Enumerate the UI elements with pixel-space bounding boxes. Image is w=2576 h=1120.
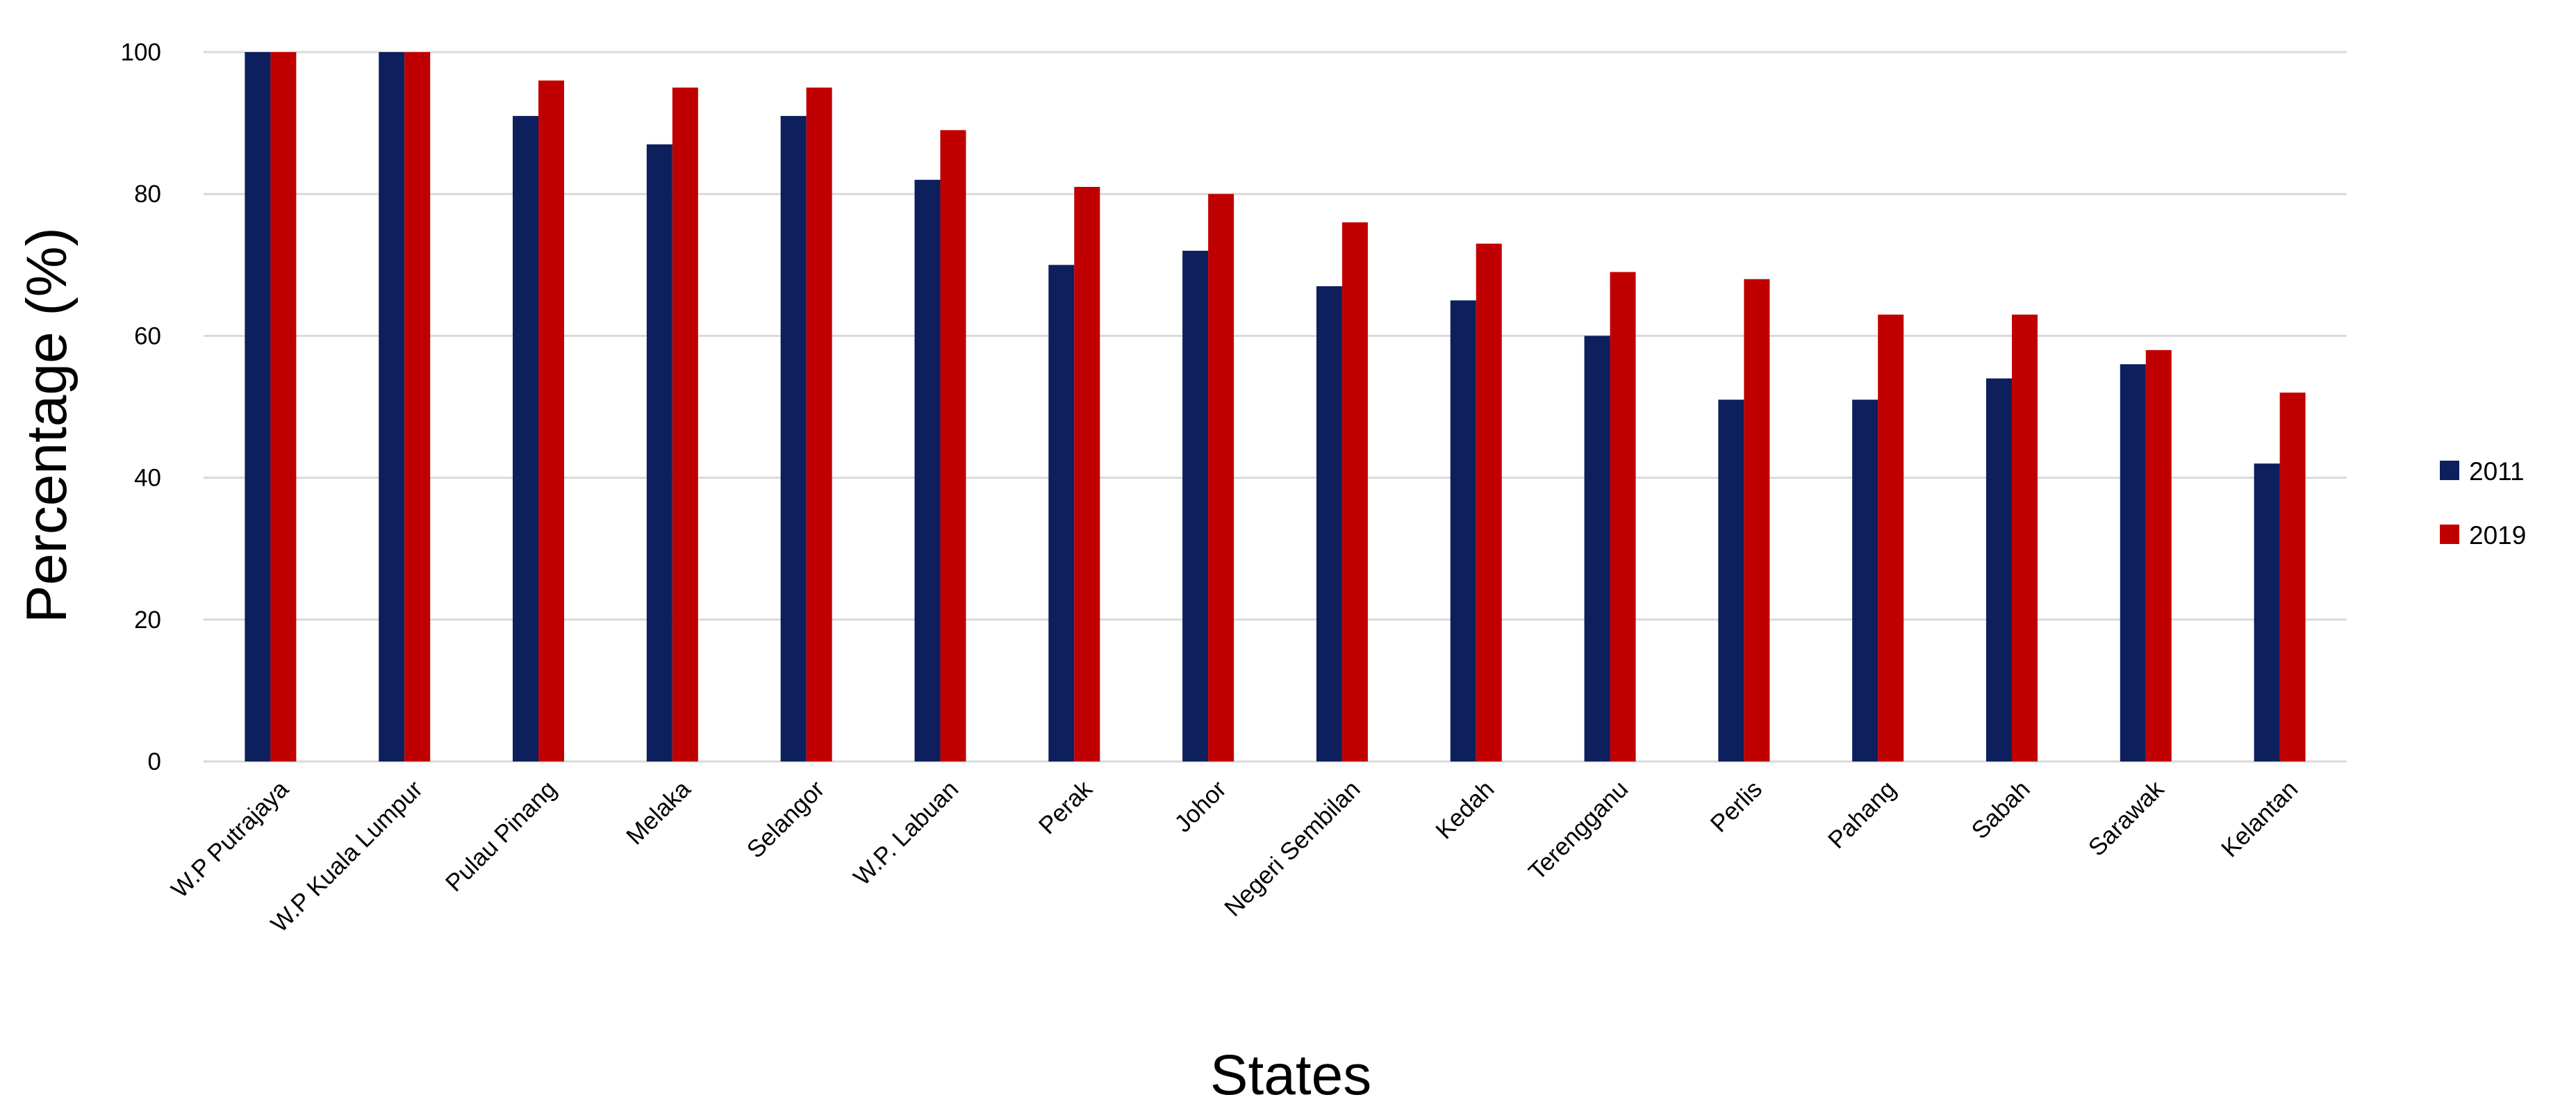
- bar-2019-perlis: [1744, 279, 1770, 762]
- y-axis-tick-labels: 0 20 40 60 80 100: [121, 39, 161, 775]
- y-tick-label: 20: [134, 607, 161, 634]
- y-tick-label: 40: [134, 465, 161, 492]
- bar-2011-melaka: [646, 144, 672, 762]
- bar-2011-w-p-putrajaya: [245, 52, 271, 761]
- bars: [245, 52, 2306, 762]
- x-category-label: Pulau Pinang: [440, 775, 562, 897]
- x-category-label: Terengganu: [1524, 775, 1633, 885]
- bar-2019-perak: [1074, 186, 1100, 761]
- bar-2019-w-p-labuan: [940, 130, 966, 761]
- bar-2011-perak: [1048, 265, 1075, 761]
- bar-2019-pahang: [1878, 314, 1904, 761]
- bar-2011-pahang: [1852, 400, 1879, 761]
- bar-2019-kelantan: [2279, 393, 2306, 761]
- bar-2011-terengganu: [1584, 336, 1610, 761]
- bar-2019-sarawak: [2145, 349, 2172, 761]
- legend-label-2019: 2019: [2469, 521, 2526, 550]
- bar-2011-w-p-kuala-lumpur: [379, 52, 405, 761]
- y-tick-label: 80: [134, 181, 161, 208]
- x-category-label: Perlis: [1706, 775, 1767, 837]
- bar-2011-negeri-sembilan: [1316, 286, 1342, 761]
- x-category-label: Negeri Sembilan: [1219, 775, 1366, 922]
- legend-swatch-2019: [2440, 525, 2459, 544]
- y-axis-title: Percentage (%): [15, 227, 79, 623]
- bar-2019-selangor: [806, 88, 832, 762]
- bar-2011-kelantan: [2254, 463, 2280, 761]
- bar-2011-pulau-pinang: [513, 115, 539, 761]
- x-category-label: Kedah: [1430, 775, 1499, 844]
- x-category-label: Perak: [1034, 775, 1098, 840]
- bar-2011-johor: [1182, 250, 1209, 761]
- bar-2011-sabah: [1985, 378, 2012, 761]
- x-category-label: Selangor: [742, 775, 830, 864]
- legend-swatch-2011: [2440, 461, 2459, 480]
- bar-2011-w-p-labuan: [914, 179, 941, 761]
- x-category-label: Pahang: [1823, 775, 1901, 854]
- y-tick-label: 0: [148, 748, 161, 775]
- x-category-label: Johor: [1169, 775, 1232, 838]
- bar-2019-kedah: [1476, 243, 1502, 761]
- bar-2019-w-p-kuala-lumpur: [404, 52, 431, 761]
- bar-2019-melaka: [672, 88, 698, 762]
- bar-2011-selangor: [780, 115, 807, 761]
- y-tick-label: 100: [121, 39, 161, 66]
- x-category-label: Sabah: [1966, 775, 2035, 844]
- bar-2011-sarawak: [2120, 364, 2146, 761]
- bar-2019-negeri-sembilan: [1341, 222, 1368, 761]
- bar-2019-pulau-pinang: [538, 80, 565, 762]
- legend-label-2011: 2011: [2469, 457, 2525, 486]
- x-category-label: W.P Putrajaya: [166, 775, 294, 903]
- x-category-label: W.P Kuala Lumpur: [265, 775, 428, 938]
- bar-2019-w-p-putrajaya: [270, 52, 297, 761]
- bar-2011-kedah: [1450, 300, 1476, 762]
- bar-2019-terengganu: [1610, 272, 1636, 761]
- x-axis-title: States: [1210, 1044, 1371, 1107]
- legend: 2011 2019: [2440, 457, 2526, 550]
- x-category-label: Sarawak: [2083, 775, 2170, 862]
- y-tick-label: 60: [134, 322, 161, 349]
- bar-2011-perlis: [1718, 400, 1744, 761]
- bar-2019-sabah: [2011, 314, 2038, 761]
- x-category-label: Kelantan: [2216, 775, 2303, 862]
- x-category-label: W.P. Labuan: [848, 775, 964, 891]
- bar-2019-johor: [1208, 194, 1235, 761]
- x-category-label: Melaka: [621, 775, 696, 850]
